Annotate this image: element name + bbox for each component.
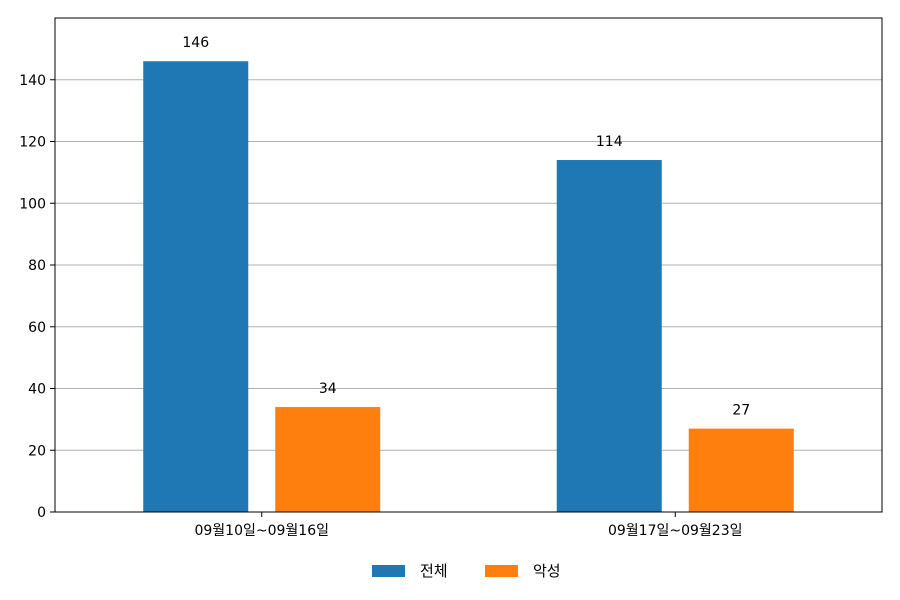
bar-value-label: 146 xyxy=(182,35,209,51)
legend-swatch xyxy=(485,565,518,577)
bar-malicious xyxy=(688,428,794,512)
legend-swatch xyxy=(372,565,405,577)
bar-total xyxy=(556,160,662,512)
legend-label: 전체 xyxy=(420,562,448,580)
x-tick-label: 09월10일~09월16일 xyxy=(194,523,329,539)
bar-malicious xyxy=(275,407,381,512)
bars xyxy=(143,61,794,512)
x-tick-label: 09월17일~09월23일 xyxy=(608,523,743,539)
plot-frame xyxy=(54,17,883,513)
x-axis-ticks: 09월10일~09월16일 09월17일~09월23일 xyxy=(194,512,743,539)
y-tick-label: 100 xyxy=(19,196,46,212)
legend-label: 악성 xyxy=(533,562,561,580)
y-tick-label: 40 xyxy=(28,382,46,398)
y-tick-label: 120 xyxy=(19,135,46,151)
y-tick-label: 20 xyxy=(28,443,46,459)
y-tick-label: 80 xyxy=(28,258,46,274)
y-tick-label: 60 xyxy=(28,320,46,336)
bar-total xyxy=(143,61,249,512)
legend: 전체 악성 xyxy=(372,562,561,580)
bar-value-label: 34 xyxy=(319,381,337,397)
y-axis-ticks: 0 20 40 60 80 100 120 140 xyxy=(19,73,55,521)
bar-value-label: 114 xyxy=(596,134,623,150)
y-tick-label: 0 xyxy=(37,505,46,521)
bar-value-label: 27 xyxy=(732,403,750,419)
y-tick-label: 140 xyxy=(19,73,46,89)
data-labels: 146 34 114 27 xyxy=(182,35,750,418)
